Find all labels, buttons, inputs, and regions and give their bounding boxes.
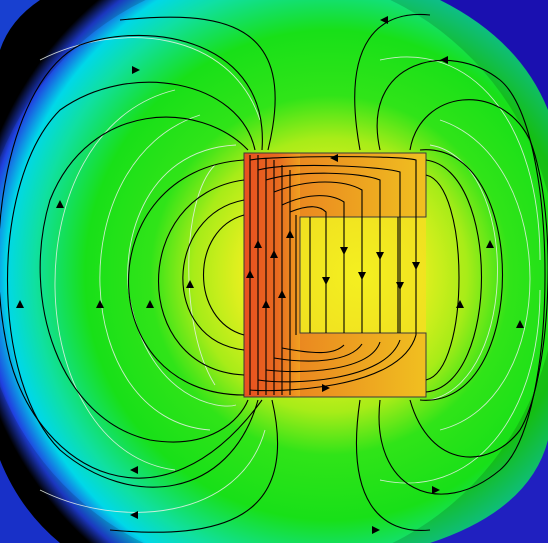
- streamline: [257, 164, 401, 333]
- core-outline: [243, 152, 427, 398]
- streamline: [425, 159, 483, 393]
- streamline: [203, 214, 245, 336]
- streamline: [0, 34, 263, 479]
- streamline: [127, 159, 245, 396]
- streamline: [182, 199, 245, 351]
- outer-boundary-dark: [0, 0, 40, 50]
- triangle-arrow-icon: [16, 16, 524, 534]
- streamline: [281, 344, 345, 354]
- outer-boundary-dark: [440, 0, 548, 110]
- streamline: [265, 341, 381, 373]
- contour-lines: [39, 37, 541, 513]
- streamline: [289, 206, 327, 333]
- streamline: [419, 149, 503, 401]
- field-streamlines: [0, 13, 548, 533]
- streamline: [39, 116, 249, 443]
- streamline: [265, 172, 381, 333]
- streamline: [354, 13, 431, 151]
- streamline: [158, 179, 245, 376]
- outer-boundary-dark: [0, 460, 60, 543]
- core-spine: [244, 153, 300, 397]
- streamline: [257, 339, 401, 383]
- streamline: [425, 174, 460, 381]
- streamline: [376, 59, 546, 495]
- streamline: [273, 343, 363, 362]
- streamline: [109, 399, 278, 533]
- outer-boundary-dark: [430, 440, 548, 543]
- streamline: [119, 16, 276, 151]
- streamline: [6, 81, 259, 488]
- streamline: [249, 156, 417, 335]
- streamline: [273, 181, 363, 333]
- streamline: [356, 399, 431, 532]
- streamline: [249, 334, 417, 392]
- streamline: [281, 195, 345, 333]
